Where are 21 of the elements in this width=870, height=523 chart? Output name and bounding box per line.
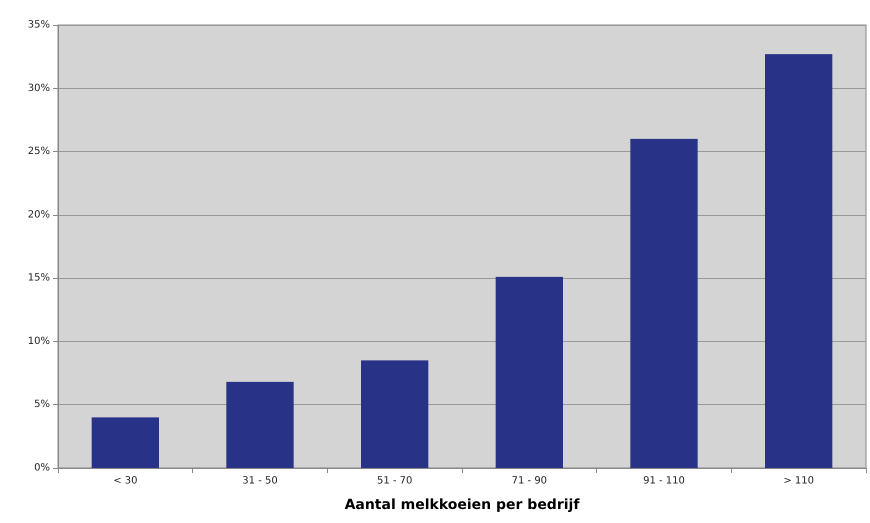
y-tick-label: 20% bbox=[28, 209, 50, 220]
x-tick-label: < 30 bbox=[113, 476, 138, 486]
x-tick-label: 31 - 50 bbox=[242, 476, 278, 486]
bar bbox=[765, 54, 832, 468]
bar bbox=[496, 276, 563, 468]
bar bbox=[630, 138, 698, 468]
bar bbox=[226, 382, 294, 468]
bar bbox=[92, 417, 159, 468]
y-tick-label: 5% bbox=[34, 399, 50, 410]
y-tick-label: 35% bbox=[28, 20, 50, 30]
x-axis-title: Aantal melkkoeien per bedrijf bbox=[344, 497, 580, 513]
x-tick-label: 51 - 70 bbox=[376, 476, 412, 486]
y-tick-label: 15% bbox=[28, 272, 50, 284]
y-tick-label: 0% bbox=[34, 462, 50, 474]
x-tick-label: 91 - 110 bbox=[643, 476, 685, 486]
y-tick-label: 30% bbox=[28, 82, 50, 94]
y-tick-label: 10% bbox=[28, 336, 50, 347]
bar bbox=[361, 360, 428, 468]
x-tick-label: 71 - 90 bbox=[512, 476, 548, 486]
y-tick-label: 25% bbox=[28, 146, 50, 158]
x-tick-label: > 110 bbox=[783, 476, 814, 486]
